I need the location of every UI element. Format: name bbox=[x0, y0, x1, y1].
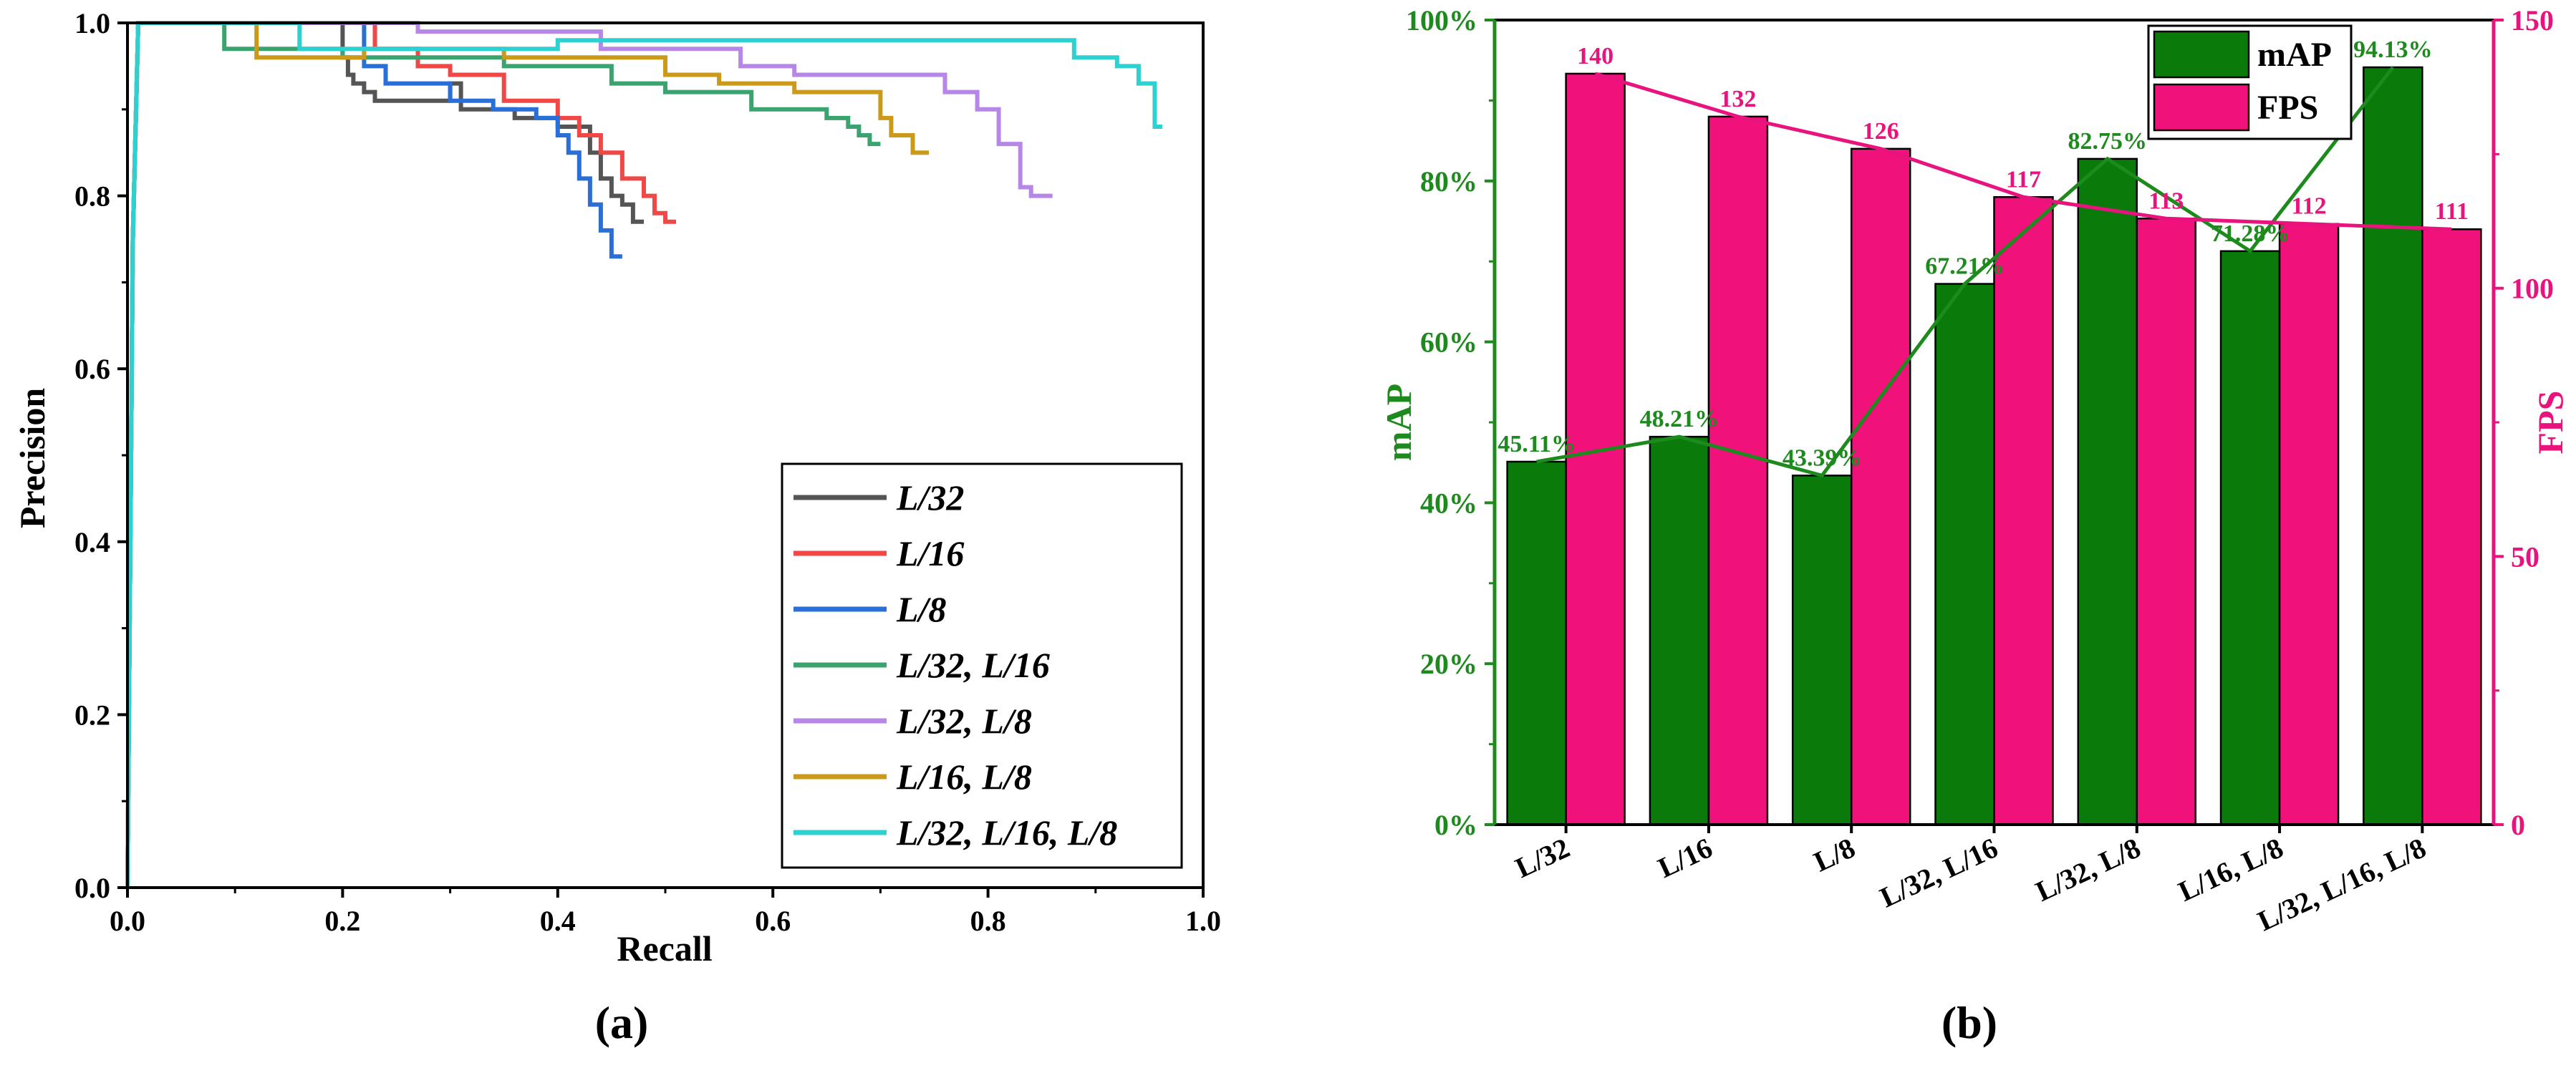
y-tick-label: 0.6 bbox=[74, 353, 110, 385]
right-axis-title: FPS bbox=[2530, 391, 2570, 455]
panel-a-label: (a) bbox=[595, 997, 649, 1048]
y-tick-label: 1.0 bbox=[74, 7, 110, 39]
pr-curve-l32 bbox=[125, 21, 644, 888]
map-bar bbox=[1649, 435, 1710, 826]
map-value-label: 94.13% bbox=[2353, 37, 2433, 63]
right-tick-label: 150 bbox=[2511, 4, 2554, 37]
legend-a-label: L/32, L/8 bbox=[896, 701, 1032, 741]
left-tick-label: 100% bbox=[1406, 4, 1477, 37]
fps-bar bbox=[1993, 196, 2054, 826]
legend-b: mAP FPS bbox=[2147, 24, 2353, 140]
panel-b-map-fps-bar-chart: 45.11% 140 48.21% 132 43.39% 126 67.21% 117 82.7… bbox=[1379, 4, 2570, 1048]
legend-a-label: L/32, L/16 bbox=[896, 645, 1050, 685]
fps-value-label: 126 bbox=[1863, 118, 1899, 145]
map-bar bbox=[1791, 475, 1853, 826]
legend-b-swatch bbox=[2153, 30, 2250, 79]
fps-bar bbox=[2421, 228, 2482, 826]
map-value-label: 71.28% bbox=[2211, 220, 2290, 247]
map-value-label: 67.21% bbox=[1925, 253, 2005, 280]
map-bar bbox=[1506, 460, 1567, 826]
map-value-label: 82.75% bbox=[2068, 128, 2148, 155]
left-tick-label: 80% bbox=[1420, 165, 1477, 198]
map-bar bbox=[1934, 283, 1995, 826]
map-value-label: 48.21% bbox=[1640, 406, 1719, 432]
fps-trend-line bbox=[1594, 72, 2452, 231]
panel-b-label: (b) bbox=[1941, 997, 1997, 1048]
y-axis-title: Precision bbox=[12, 388, 52, 528]
legend-a-label: L/16, L/8 bbox=[896, 757, 1032, 797]
x-tick-label: L/16 bbox=[1653, 831, 1717, 884]
left-tick-label: 20% bbox=[1420, 648, 1477, 680]
y-tick-label: 0.2 bbox=[74, 699, 110, 731]
x-tick-label: L/32, L/16 bbox=[1875, 831, 2002, 913]
map-bar bbox=[2077, 157, 2138, 826]
left-tick-label: 40% bbox=[1420, 487, 1477, 519]
map-trend-line bbox=[1536, 66, 2395, 478]
legend-a-label: L/32, L/16, L/8 bbox=[896, 812, 1117, 853]
fps-value-label: 112 bbox=[2292, 193, 2327, 220]
right-tick-label: 50 bbox=[2511, 540, 2539, 573]
legend-b-label: FPS bbox=[2257, 89, 2318, 127]
y-tick-label: 0.4 bbox=[74, 526, 110, 558]
fps-bar bbox=[1850, 147, 1911, 826]
legend-a-label: L/8 bbox=[896, 589, 946, 629]
right-tick-label: 100 bbox=[2511, 273, 2554, 305]
x-tick-label: 0.6 bbox=[755, 905, 791, 937]
pr-curve-l32-l8 bbox=[125, 21, 1053, 888]
left-axis-title: mAP bbox=[1379, 384, 1419, 461]
map-value-label: 43.39% bbox=[1783, 445, 1862, 471]
x-tick-label: L/8 bbox=[1809, 831, 1860, 878]
x-tick-label: 0.4 bbox=[540, 905, 576, 937]
fps-value-label: 140 bbox=[1577, 43, 1613, 69]
fps-value-label: 113 bbox=[2148, 188, 2184, 214]
x-tick-label: L/32, L/8 bbox=[2031, 831, 2146, 908]
x-tick-label: 1.0 bbox=[1185, 905, 1221, 937]
map-bar bbox=[2219, 250, 2281, 826]
pr-curve-l32-l16 bbox=[125, 21, 881, 888]
map-bar bbox=[2363, 66, 2423, 826]
legend-a-label: L/32 bbox=[896, 477, 964, 518]
pr-curve-l16-l8 bbox=[125, 21, 929, 888]
x-tick-label: L/32 bbox=[1510, 831, 1575, 884]
fps-value-label: 132 bbox=[1719, 86, 1756, 112]
x-tick-label: 0.2 bbox=[324, 905, 360, 937]
x-tick-label: 0.8 bbox=[970, 905, 1006, 937]
fps-bar bbox=[1707, 115, 1769, 826]
fps-value-label: 117 bbox=[2006, 166, 2041, 193]
map-value-label: 45.11% bbox=[1497, 431, 1576, 457]
legend-a-label: L/16 bbox=[896, 533, 964, 573]
x-axis-title: Recall bbox=[617, 928, 712, 969]
fps-bar bbox=[2278, 223, 2340, 826]
legend-b-swatch bbox=[2153, 83, 2250, 132]
y-tick-label: 0.0 bbox=[74, 872, 110, 904]
fps-value-label: 111 bbox=[2435, 198, 2469, 225]
panel-a-pr-curve: 0.0 0.2 0.4 0.6 0.8 1.0 0.0 0.2 0.4 0.6 0.8 1.0 Reca… bbox=[12, 7, 1221, 1048]
y-tick-label: 0.8 bbox=[74, 180, 110, 213]
x-tick-label: 0.0 bbox=[110, 905, 145, 937]
left-tick-label: 0% bbox=[1434, 809, 1477, 841]
left-tick-label: 60% bbox=[1420, 326, 1477, 359]
legend-a: L/32 L/16 L/8 L/32, L/16 L/32, L/8 L/16, L/8 L… bbox=[781, 462, 1183, 869]
right-tick-label: 0 bbox=[2511, 809, 2525, 841]
legend-b-label: mAP bbox=[2257, 36, 2332, 74]
fps-bar bbox=[2136, 218, 2197, 826]
x-tick-label: L/16, L/8 bbox=[2174, 831, 2288, 908]
pr-curve-l8 bbox=[125, 21, 622, 888]
